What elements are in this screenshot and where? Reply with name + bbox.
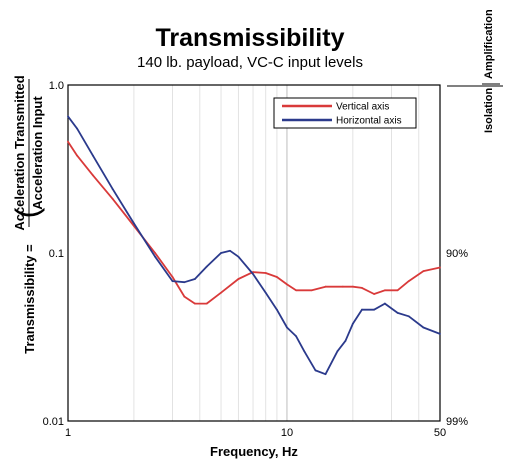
data-point-horizontal <box>303 350 306 353</box>
data-point-horizontal <box>220 252 222 254</box>
data-point-vertical <box>220 291 222 294</box>
data-point-horizontal <box>92 154 94 157</box>
data-point-vertical <box>111 197 114 200</box>
data-point-horizontal <box>229 249 232 252</box>
data-point-horizontal <box>295 335 297 338</box>
chart-title: Transmissibility <box>156 24 345 52</box>
data-point-horizontal <box>171 280 174 283</box>
data-point-horizontal <box>154 255 157 258</box>
data-point-horizontal <box>237 255 240 258</box>
y-tick-label: 0.1 <box>49 248 64 260</box>
y-axis-label-open-paren: ( <box>9 207 45 218</box>
data-point-vertical <box>154 252 157 254</box>
data-point-horizontal <box>67 115 69 118</box>
data-point-vertical <box>264 272 267 274</box>
y-axis-label: Transmissibility = ( Acceleration Transm… <box>9 75 45 353</box>
data-point-vertical <box>439 266 441 269</box>
data-point-vertical <box>194 302 196 305</box>
data-point-horizontal <box>361 308 363 311</box>
x-axis-label: Frequency, Hz <box>210 444 298 459</box>
data-point-vertical <box>92 174 94 177</box>
tick-labels: 1 10 50 0.01 0.1 1.0 90% 99% <box>43 80 469 439</box>
data-point-vertical <box>286 283 288 286</box>
data-point-vertical <box>407 280 410 283</box>
data-point-vertical <box>311 289 313 292</box>
data-point-horizontal <box>439 332 441 335</box>
data-point-vertical <box>237 278 240 280</box>
y-axis-label-numerator: Acceleration Transmitted <box>12 75 27 230</box>
data-point-horizontal <box>344 339 347 342</box>
data-point-horizontal <box>407 315 410 318</box>
data-point-horizontal <box>396 311 399 314</box>
data-point-vertical <box>341 285 344 288</box>
y-axis-label-denominator: Acceleration Input <box>30 96 45 210</box>
data-point-horizontal <box>264 291 267 294</box>
data-point-horizontal <box>383 302 386 305</box>
data-point-horizontal <box>111 188 114 191</box>
grid <box>133 85 420 421</box>
data-point-vertical <box>171 276 174 278</box>
data-point-horizontal <box>194 278 196 280</box>
series-line-horizontal <box>67 115 441 376</box>
right-tick-label: 90% <box>446 248 468 260</box>
data-point-vertical <box>361 286 363 289</box>
data-point-horizontal <box>324 373 327 376</box>
data-point-vertical <box>373 293 375 295</box>
data-point-vertical <box>183 295 186 298</box>
x-tick-label: 1 <box>65 427 71 439</box>
chart-subtitle: 140 lb. payload, VC-C input levels <box>137 54 363 71</box>
legend: Vertical axis Horizontal axis <box>273 97 417 129</box>
data-point-horizontal <box>183 281 186 284</box>
data-point-vertical <box>422 270 425 273</box>
data-point-vertical <box>67 140 69 143</box>
right-tick-label: 99% <box>446 416 468 428</box>
data-point-horizontal <box>205 265 208 268</box>
data-point-horizontal <box>252 273 254 275</box>
y-tick-label: 1.0 <box>49 80 64 92</box>
series-line-vertical <box>67 141 441 305</box>
data-point-vertical <box>351 285 354 288</box>
data-point-horizontal <box>276 308 278 311</box>
y-tick-label: 0.01 <box>43 416 64 428</box>
data-point-horizontal <box>336 350 339 353</box>
legend-label-horizontal: Horizontal axis <box>336 116 402 127</box>
data-point-horizontal <box>422 326 425 329</box>
side-label-isolation: Isolation <box>483 87 495 133</box>
data-point-vertical <box>76 154 78 157</box>
data-point-vertical <box>383 289 386 292</box>
legend-box <box>273 97 417 129</box>
data-point-horizontal <box>286 326 288 329</box>
data-point-horizontal <box>351 322 354 325</box>
y-axis-label-prefix: Transmissibility = <box>22 244 37 354</box>
data-point-vertical <box>324 285 327 288</box>
data-point-vertical <box>205 302 208 305</box>
data-point-vertical <box>295 289 297 292</box>
data-point-horizontal <box>373 308 375 311</box>
side-label-amplification: Amplification <box>483 9 495 79</box>
legend-label-vertical: Vertical axis <box>336 102 389 113</box>
data-point-vertical <box>276 276 278 278</box>
data-point-horizontal <box>314 369 317 372</box>
series-group <box>67 115 441 376</box>
x-tick-label: 50 <box>434 427 446 439</box>
x-tick-label: 10 <box>281 427 293 439</box>
data-point-horizontal <box>76 127 78 130</box>
plot-frame <box>67 84 441 422</box>
data-point-horizontal <box>133 222 135 225</box>
data-point-vertical <box>396 289 399 292</box>
